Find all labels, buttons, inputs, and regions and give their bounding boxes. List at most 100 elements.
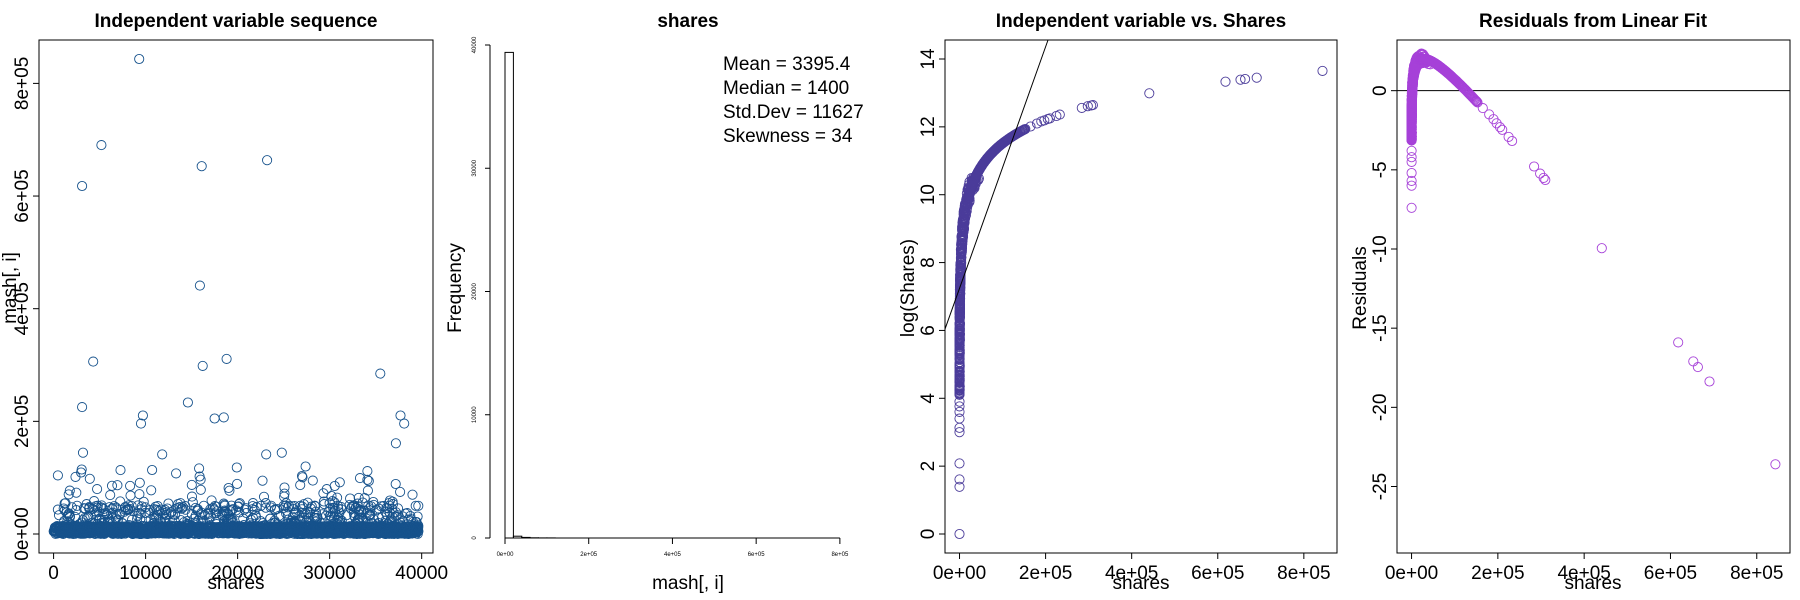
- x-tick-label: 8e+05: [1730, 563, 1783, 584]
- data-point: [1540, 174, 1551, 186]
- data-point: [203, 523, 214, 534]
- data-point: [345, 493, 356, 504]
- data-point: [138, 496, 149, 507]
- data-point: [1770, 459, 1781, 470]
- data-point: [171, 468, 182, 479]
- data-point: [112, 480, 123, 491]
- data-point: [153, 514, 164, 525]
- y-tick-label: -10: [1370, 235, 1391, 262]
- data-point: [954, 401, 965, 412]
- data-point: [1477, 103, 1488, 114]
- data-point: [96, 140, 107, 151]
- data-point: [189, 528, 200, 539]
- data-point: [269, 504, 280, 515]
- data-point: [352, 517, 363, 528]
- data-point: [194, 528, 205, 539]
- x-axis-label: mash[, i]: [652, 573, 724, 594]
- data-point: [1673, 337, 1684, 348]
- data-point: [210, 516, 221, 527]
- data-point: [107, 507, 118, 518]
- chart-title: Independent variable sequence: [95, 11, 378, 32]
- y-tick-label: 20000: [472, 282, 478, 299]
- data-point: [76, 464, 87, 475]
- stats-mean: Mean = 3395.4: [723, 54, 851, 75]
- data-point: [1044, 113, 1055, 124]
- data-point: [956, 235, 968, 246]
- data-point: [266, 500, 277, 511]
- y-tick-label: 8: [918, 257, 939, 268]
- data-point: [310, 501, 321, 512]
- data-point: [1082, 101, 1093, 112]
- data-point: [961, 205, 972, 216]
- data-point: [1692, 362, 1703, 373]
- data-point: [258, 491, 270, 502]
- y-axis-label: Frequency: [445, 243, 466, 333]
- data-point: [357, 527, 369, 538]
- y-tick-label: 40000: [472, 36, 478, 53]
- data-point: [152, 501, 163, 512]
- data-point: [251, 502, 262, 513]
- data-point: [352, 514, 363, 525]
- data-point: [352, 498, 363, 509]
- data-point: [1409, 64, 1420, 75]
- data-point: [194, 463, 205, 474]
- data-point: [137, 410, 148, 421]
- data-point: [956, 249, 967, 260]
- data-point: [395, 486, 406, 497]
- data-point: [297, 472, 308, 483]
- x-tick-label: 2e+05: [1019, 563, 1072, 584]
- data-point: [399, 418, 410, 429]
- data-point: [954, 314, 965, 325]
- y-tick-label: 4: [918, 393, 939, 404]
- data-point: [1406, 94, 1417, 105]
- x-tick-label: 8e+05: [831, 552, 849, 558]
- data-point: [81, 526, 92, 537]
- x-tick-label: 40000: [395, 563, 448, 584]
- data-point: [312, 521, 323, 532]
- data-point: [332, 492, 343, 503]
- data-point: [293, 524, 304, 535]
- data-point: [380, 506, 391, 517]
- data-point: [223, 482, 234, 494]
- x-tick-label: 6e+05: [1191, 563, 1244, 584]
- data-point: [363, 475, 374, 487]
- data-point: [84, 501, 95, 512]
- data-point: [334, 477, 345, 488]
- data-point: [1507, 135, 1518, 147]
- y-tick-label: 6: [918, 325, 939, 336]
- data-point: [954, 481, 965, 492]
- data-point: [386, 503, 397, 514]
- y-tick-label: 0: [918, 529, 939, 540]
- data-point: [225, 523, 236, 534]
- data-point: [1406, 152, 1417, 163]
- data-point: [327, 507, 339, 518]
- data-point: [1406, 145, 1417, 156]
- data-point: [1054, 109, 1065, 120]
- data-point: [186, 491, 198, 502]
- panel-histogram: shares 0e+00 2e+05 4e+05 6e+05 8e+05 0 10000 20…: [445, 11, 864, 594]
- data-point: [257, 475, 268, 486]
- data-point: [220, 506, 231, 517]
- data-point: [407, 489, 418, 500]
- x-tick-label: 0e+00: [933, 563, 986, 584]
- data-point: [287, 523, 299, 534]
- data-point: [133, 508, 144, 519]
- data-point: [209, 413, 220, 424]
- data-point: [175, 522, 186, 534]
- y-tick-label: 0e+00: [12, 507, 33, 560]
- data-point: [324, 498, 335, 509]
- data-point: [1220, 76, 1231, 87]
- data-point: [279, 482, 290, 493]
- data-point: [362, 474, 373, 485]
- data-point: [354, 473, 366, 484]
- data-point: [58, 522, 70, 533]
- data-point: [218, 412, 229, 423]
- data-point: [231, 462, 242, 473]
- x-axis-label: shares: [207, 573, 264, 594]
- data-point: [307, 475, 318, 486]
- data-point: [75, 528, 86, 539]
- data-point: [1406, 156, 1417, 167]
- data-point: [1406, 108, 1417, 119]
- x-tick-label: 2e+05: [580, 552, 598, 558]
- data-point: [1251, 72, 1262, 83]
